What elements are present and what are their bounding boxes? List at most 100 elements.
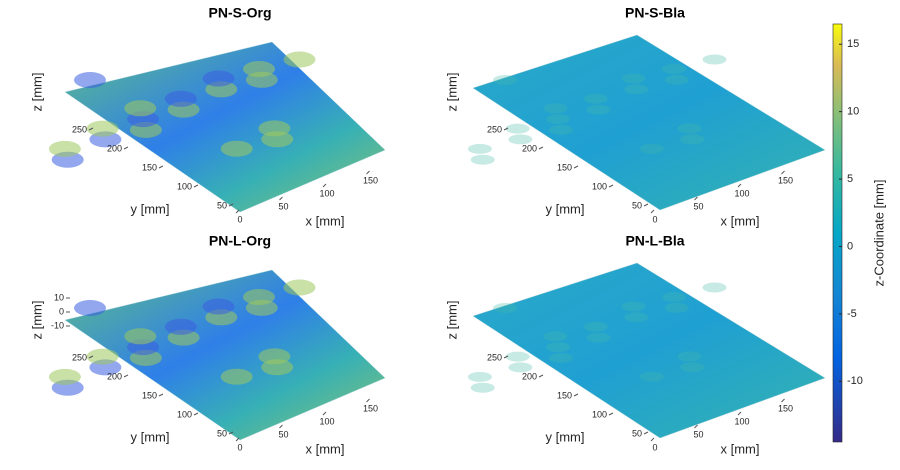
surface-bump bbox=[543, 103, 568, 114]
surface-bump bbox=[621, 301, 646, 312]
x-tick bbox=[235, 209, 240, 214]
surface-bump bbox=[202, 298, 235, 315]
surface-bump bbox=[86, 348, 119, 365]
x-tick bbox=[781, 170, 785, 175]
y-axis-label: y [mm] bbox=[131, 201, 170, 216]
y-tick bbox=[608, 184, 614, 188]
x-tick-label: 100 bbox=[319, 188, 334, 198]
surface bbox=[64, 41, 386, 213]
x-tick bbox=[694, 424, 698, 429]
surface-bump bbox=[586, 332, 611, 343]
panel-title: PN-S-Org bbox=[209, 5, 272, 21]
y-tick bbox=[643, 203, 649, 207]
x-tick bbox=[366, 398, 370, 403]
x-tick-label: 0 bbox=[652, 214, 657, 224]
surface-bump bbox=[664, 74, 689, 85]
x-tick bbox=[737, 411, 742, 416]
z-axis-label: z [mm] bbox=[444, 73, 459, 112]
z-tick-label: -10 bbox=[51, 320, 64, 330]
x-tick-label: 150 bbox=[363, 175, 378, 185]
x-tick bbox=[694, 196, 698, 201]
surface-bump bbox=[243, 61, 275, 77]
y-tick-label: 150 bbox=[142, 162, 157, 172]
y-tick bbox=[573, 165, 579, 169]
surface-bump bbox=[493, 303, 517, 313]
y-tick-label: 50 bbox=[632, 428, 642, 438]
surface-bump bbox=[86, 120, 119, 137]
surface-bump bbox=[505, 123, 530, 134]
surface bbox=[472, 262, 826, 439]
y-tick bbox=[88, 355, 94, 359]
y-tick bbox=[193, 184, 199, 188]
surface-panel: PN-S-Bla 0 50 100 150 50 100 150 200 250 x [mm] y [… bbox=[444, 5, 826, 228]
surface-bump bbox=[680, 134, 705, 145]
colorbar-tick-label: -10 bbox=[847, 375, 863, 387]
surface-bump bbox=[664, 302, 689, 313]
surface-bump bbox=[48, 140, 81, 157]
y-tick bbox=[158, 165, 164, 169]
surface-bump bbox=[702, 54, 727, 65]
surface-bump bbox=[639, 143, 664, 154]
y-tick bbox=[228, 203, 234, 207]
colorbar-tick-label: 5 bbox=[847, 173, 853, 185]
y-axis-label: y [mm] bbox=[131, 429, 170, 444]
surface-bump bbox=[546, 114, 571, 125]
y-tick-label: 50 bbox=[632, 200, 642, 210]
y-tick bbox=[123, 374, 129, 378]
surface-bump bbox=[467, 371, 492, 382]
y-tick bbox=[88, 127, 94, 131]
panel-title: PN-S-Bla bbox=[625, 5, 685, 21]
x-tick bbox=[650, 437, 655, 442]
surface-bump bbox=[48, 368, 81, 385]
x-tick bbox=[322, 411, 327, 416]
x-tick-label: 0 bbox=[237, 442, 242, 452]
z-tick-label: 0 bbox=[59, 306, 64, 316]
y-tick-label: 100 bbox=[177, 409, 192, 419]
x-tick-label: 50 bbox=[693, 201, 703, 211]
surface-bump bbox=[164, 318, 197, 335]
surface-bump bbox=[621, 73, 646, 84]
surface-bump bbox=[505, 351, 530, 362]
surface-bump bbox=[677, 123, 702, 134]
x-axis-label: x [mm] bbox=[306, 213, 345, 228]
surface-bump bbox=[624, 84, 649, 95]
z-axis-label: z [mm] bbox=[29, 73, 44, 112]
surface-bump bbox=[543, 331, 568, 342]
panel-title: PN-L-Bla bbox=[625, 233, 684, 249]
y-tick-label: 250 bbox=[487, 124, 502, 134]
y-tick bbox=[538, 374, 544, 378]
surface-bump bbox=[662, 64, 686, 74]
x-tick-label: 100 bbox=[319, 416, 334, 426]
surface-panel: PN-L-Org 0 50 100 150 50 100 150 200 250 -10 0 10 x [… bbox=[29, 233, 386, 456]
surface-bump bbox=[258, 348, 291, 365]
y-tick bbox=[123, 146, 129, 150]
x-tick-label: 100 bbox=[734, 416, 749, 426]
x-tick bbox=[279, 196, 283, 201]
surface-bump bbox=[508, 134, 533, 145]
surface-panel: PN-L-Bla 0 50 100 150 50 100 150 200 250 x [mm] y [… bbox=[444, 233, 826, 456]
surface-bump bbox=[662, 292, 686, 302]
y-tick-label: 50 bbox=[217, 428, 227, 438]
x-tick-label: 50 bbox=[278, 201, 288, 211]
surface-bump bbox=[243, 289, 275, 305]
x-axis-label: x [mm] bbox=[306, 441, 345, 456]
surface-bump bbox=[283, 51, 316, 68]
surface-bump bbox=[74, 300, 106, 316]
y-tick bbox=[643, 431, 649, 435]
z-tick-label: 10 bbox=[54, 292, 64, 302]
colorbar-tick-label: -5 bbox=[847, 308, 857, 320]
surface-bump bbox=[583, 321, 608, 332]
z-axis-label: z [mm] bbox=[444, 301, 459, 340]
x-axis-label: x [mm] bbox=[721, 213, 760, 228]
surface-bump bbox=[220, 140, 253, 157]
y-tick-label: 150 bbox=[557, 162, 572, 172]
y-axis-label: y [mm] bbox=[546, 429, 585, 444]
x-tick bbox=[279, 424, 283, 429]
surface bbox=[64, 269, 386, 441]
x-tick-label: 150 bbox=[778, 403, 793, 413]
surface-bump bbox=[493, 75, 517, 85]
z-axis-label: z [mm] bbox=[29, 301, 44, 340]
surface-bump bbox=[124, 328, 157, 345]
surface-bump bbox=[202, 70, 235, 87]
